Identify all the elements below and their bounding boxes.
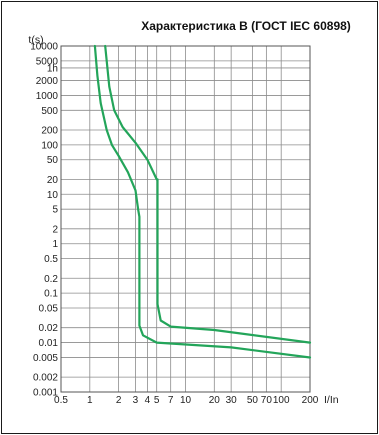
x-tick-label: 100	[273, 395, 290, 406]
y-tick-label: 500	[41, 106, 58, 117]
grid	[60, 45, 311, 393]
series-line-2	[104, 44, 312, 344]
y-tick-label: 5	[52, 205, 58, 216]
y-tick-label: 0.005	[33, 353, 58, 364]
y-tick-label: 0.02	[39, 323, 59, 334]
y-tick-label: 100	[41, 140, 58, 151]
series-line-1	[93, 44, 312, 359]
x-tick-label: 10	[180, 395, 192, 406]
y-axis-label: t(s)	[28, 34, 43, 46]
x-tick-label: 4	[145, 395, 151, 406]
x-tick-label: 3	[133, 395, 139, 406]
y-tick-label: 0.1	[44, 289, 58, 300]
y-tick-label: 1	[52, 239, 58, 250]
chart-title: Характеристика B (ГОСТ IEC 60898)	[141, 19, 351, 33]
plot-border	[60, 45, 311, 393]
y-tick-label: 200	[41, 125, 58, 136]
y-tick-label: 0.002	[33, 373, 58, 384]
y-tick-label: 20	[47, 175, 59, 186]
y-tick-label: 2	[52, 224, 58, 235]
y-tick-label: 0.5	[44, 254, 58, 265]
y-tick-label: 5000	[36, 56, 59, 67]
x-tick-label: 0.5	[54, 395, 68, 406]
x-axis-label: I/In	[324, 394, 339, 406]
x-tick-label: 20	[209, 395, 221, 406]
x-tick-label: 1	[87, 395, 93, 406]
y-tick-label: 0.001	[33, 388, 58, 399]
x-tick-label: 7	[168, 395, 174, 406]
y-tick-label: 10	[47, 190, 59, 201]
x-tick-label: 200	[302, 395, 319, 406]
x-tick-label: 30	[226, 395, 238, 406]
y-tick-label: 0.05	[39, 304, 59, 315]
y-tick-label: 0.01	[39, 338, 59, 349]
y-tick-label: 2000	[36, 76, 59, 87]
curves	[93, 44, 312, 359]
y-tick-label: 50	[47, 155, 59, 166]
x-tick-label: 50	[247, 395, 259, 406]
y-tick-label: 10000	[30, 42, 58, 53]
x-tick-label: 5	[154, 395, 160, 406]
y-tick-label: 0.2	[44, 274, 58, 285]
x-tick-label: 70	[261, 395, 273, 406]
y-tick-label: 1h	[47, 63, 58, 74]
x-tick-labels: 0.5 1 2 3 4 5 7 10 20 30 50 70 100 200	[54, 395, 319, 406]
x-tick-label: 2	[116, 395, 122, 406]
y-tick-label: 1000	[36, 91, 59, 102]
